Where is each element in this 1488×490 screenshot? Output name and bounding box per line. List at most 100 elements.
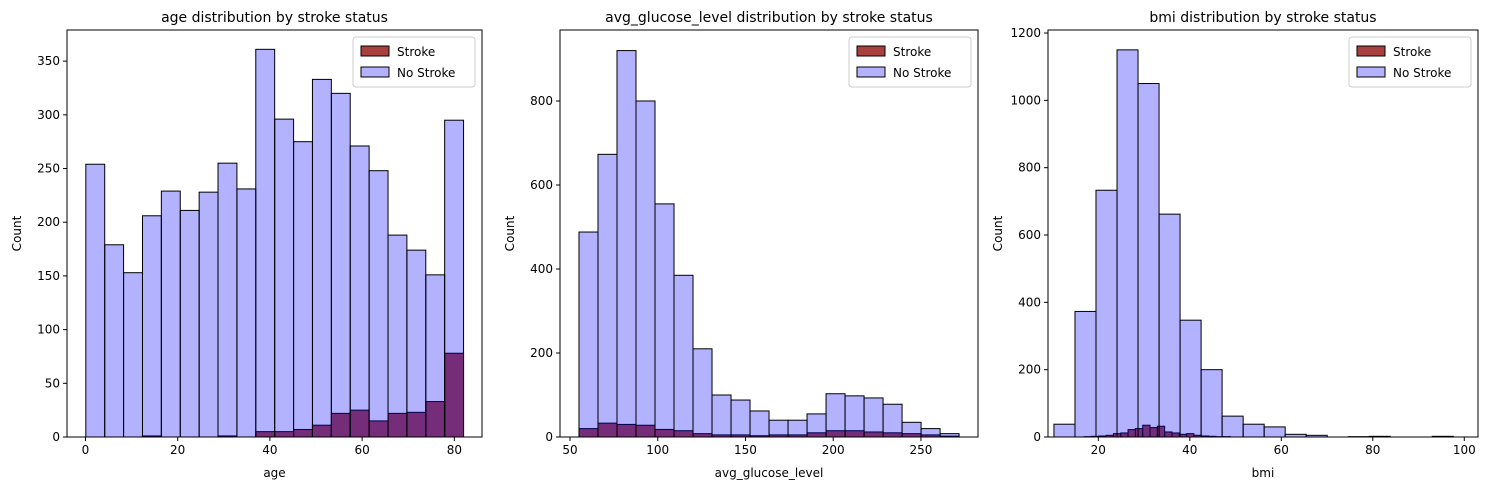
bar [692,348,713,438]
bar [882,403,903,438]
y-tick-label: 100 [37,323,60,337]
x-tick-label: 100 [646,443,669,457]
y-tick-label: 400 [530,262,553,276]
bar [578,231,599,438]
x-tick-label: 20 [170,443,185,457]
bar [217,162,238,438]
y-axis-label: Count [10,215,24,251]
x-tick-label: 150 [734,443,757,457]
bar [1263,426,1286,438]
bar [863,397,884,438]
y-tick-label: 50 [45,376,60,390]
bar [730,399,751,438]
bar [1137,83,1160,438]
x-axis-label: avg_glucose_level [715,466,824,480]
legend-swatch [360,45,390,57]
x-tick-label: 250 [910,443,933,457]
y-tick-label: 1000 [1010,93,1041,107]
legend-label: Stroke [397,45,435,59]
bar [311,78,332,438]
y-tick-label: 200 [530,346,553,360]
bar [1221,415,1244,438]
legend-swatch [856,66,886,78]
bar [901,421,922,438]
bar [1200,369,1223,438]
y-axis-label: Count [503,215,517,251]
y-tick-label: 800 [1018,161,1041,175]
bar [444,119,465,438]
x-tick-label: 50 [562,443,577,457]
legend-label: Stroke [893,45,931,59]
bar [1074,310,1097,438]
x-tick-label: 200 [822,443,845,457]
axes-frame [1047,29,1479,438]
y-tick-label: 150 [37,269,60,283]
bar [387,234,408,438]
chart-title: age distribution by stroke status [161,10,388,26]
bar [768,419,789,438]
y-tick-label: 1200 [1010,26,1041,40]
y-tick-label: 0 [545,430,553,444]
y-tick-label: 250 [37,162,60,176]
bar [179,209,200,438]
bar [1053,423,1076,438]
y-tick-label: 0 [52,430,60,444]
x-tick-label: 100 [1453,443,1476,457]
y-tick-label: 600 [530,178,553,192]
legend-label: No Stroke [893,66,951,80]
y-tick-label: 600 [1018,228,1041,242]
x-tick-label: 40 [1182,443,1197,457]
y-tick-label: 300 [37,108,60,122]
x-axis-label: bmi [1252,466,1275,480]
bar [123,272,143,438]
legend-swatch [1356,66,1386,78]
panel: 50 100 150 200 250 0 200 400 600 800 avg_glucose_l… [503,10,979,480]
bar [236,188,257,438]
x-axis-label: age [263,466,285,480]
bar [425,274,446,438]
bar [616,50,637,438]
bar [198,191,219,438]
legend-label: No Stroke [1393,66,1451,80]
bar [711,394,732,438]
x-tick-label: 0 [82,443,90,457]
legend-label: Stroke [1393,45,1431,59]
y-tick-label: 400 [1018,295,1041,309]
bar [1179,319,1202,438]
bar [141,215,162,438]
bar [787,419,808,438]
y-axis-label: Count [991,215,1005,251]
legend-swatch [856,45,886,57]
bar [749,410,770,438]
bar [293,141,313,438]
axes-frame [66,29,483,438]
bar [1158,213,1181,438]
bar [1242,423,1265,438]
bar [844,395,865,438]
y-tick-label: 800 [530,94,553,108]
bar [825,393,846,438]
bar [160,190,181,438]
x-tick-label: 60 [354,443,369,457]
bar [1116,49,1139,438]
bar [104,244,125,438]
y-tick-label: 0 [1033,430,1041,444]
legend-label: No Stroke [397,66,455,80]
bar [654,203,675,438]
bar [349,145,370,438]
chart-title: bmi distribution by stroke status [1149,10,1376,26]
legend-swatch [360,66,390,78]
axes-frame [559,29,979,438]
bar [274,118,295,438]
x-tick-label: 80 [1365,443,1380,457]
bar [1095,189,1118,438]
bar [939,433,960,438]
bar [368,170,389,438]
chart-title: avg_glucose_level distribution by stroke… [605,10,933,26]
panel: 0 20 40 60 80 0 50 100 150 200 250 300 350 age distri… [10,10,483,480]
y-tick-label: 200 [1018,363,1041,377]
x-tick-label: 80 [447,443,462,457]
y-tick-label: 200 [37,215,60,229]
bar [597,153,618,438]
